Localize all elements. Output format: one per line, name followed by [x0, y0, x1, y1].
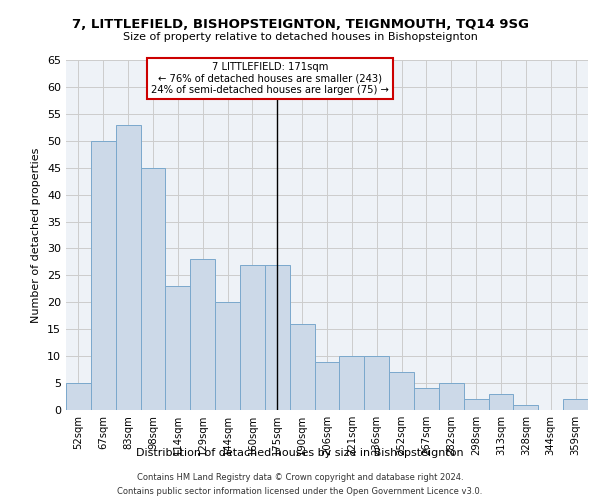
Bar	[290, 324, 314, 410]
Bar	[439, 383, 464, 410]
Text: Contains public sector information licensed under the Open Government Licence v3: Contains public sector information licen…	[118, 486, 482, 496]
Text: Contains HM Land Registry data © Crown copyright and database right 2024.: Contains HM Land Registry data © Crown c…	[137, 473, 463, 482]
Bar	[389, 372, 414, 410]
Bar	[314, 362, 340, 410]
Bar	[265, 264, 290, 410]
Text: 7, LITTLEFIELD, BISHOPSTEIGNTON, TEIGNMOUTH, TQ14 9SG: 7, LITTLEFIELD, BISHOPSTEIGNTON, TEIGNMO…	[71, 18, 529, 30]
Text: Distribution of detached houses by size in Bishopsteignton: Distribution of detached houses by size …	[136, 448, 464, 458]
Bar	[240, 264, 265, 410]
Bar	[140, 168, 166, 410]
Text: Size of property relative to detached houses in Bishopsteignton: Size of property relative to detached ho…	[122, 32, 478, 42]
Bar	[66, 383, 91, 410]
Y-axis label: Number of detached properties: Number of detached properties	[31, 148, 41, 322]
Bar	[340, 356, 364, 410]
Bar	[364, 356, 389, 410]
Bar	[563, 399, 588, 410]
Bar	[488, 394, 514, 410]
Bar	[190, 259, 215, 410]
Bar	[215, 302, 240, 410]
Bar	[414, 388, 439, 410]
Bar	[464, 399, 488, 410]
Bar	[514, 404, 538, 410]
Bar	[91, 141, 116, 410]
Bar	[166, 286, 190, 410]
Text: 7 LITTLEFIELD: 171sqm
← 76% of detached houses are smaller (243)
24% of semi-det: 7 LITTLEFIELD: 171sqm ← 76% of detached …	[151, 62, 389, 96]
Bar	[116, 124, 140, 410]
